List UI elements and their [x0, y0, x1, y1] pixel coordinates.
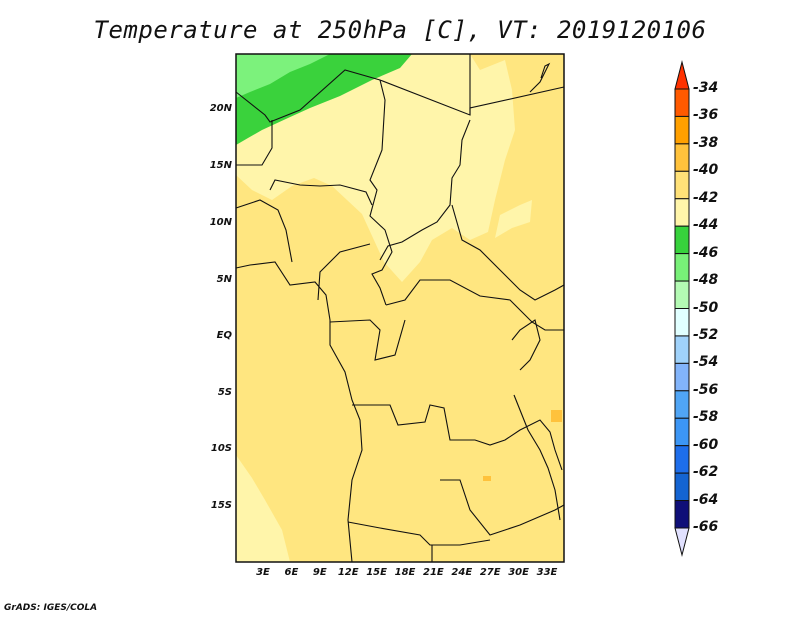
colorbar-tick-label: -54 — [693, 354, 719, 371]
colorbar-swatch — [674, 253, 690, 282]
lon-tick-label: 24E — [451, 567, 473, 578]
lon-tick-label: 6E — [284, 567, 299, 578]
field-patch-38-40 — [551, 410, 562, 422]
lat-tick-label: 20N — [209, 103, 232, 114]
colorbar-swatch — [674, 280, 690, 309]
colorbar-swatch — [674, 198, 690, 227]
colorbar-tick-label: -60 — [693, 436, 719, 453]
lat-tick-label: 5S — [217, 387, 232, 398]
colorbar-tick-label: -36 — [693, 107, 719, 124]
lat-tick-label: 5N — [216, 274, 232, 285]
colorbar-swatch — [674, 308, 690, 337]
lon-tick-label: 15E — [366, 567, 387, 578]
colorbar-tick-label: -58 — [693, 409, 719, 426]
lon-tick-label: 21E — [423, 567, 444, 578]
lon-tick-label: 12E — [337, 567, 359, 578]
field-region-42-44 — [236, 54, 515, 282]
colorbar-tick-label: -40 — [693, 162, 719, 179]
lon-tick-label: 18E — [394, 567, 416, 578]
colorbar-swatch — [674, 390, 690, 419]
field-patch-38-40 — [483, 476, 491, 481]
map-frame — [235, 53, 565, 563]
colorbar-tick-label: -44 — [693, 217, 719, 234]
colorbar-tick-label: -56 — [693, 381, 719, 398]
colorbar-swatch — [674, 472, 690, 502]
colorbar-swatch — [674, 335, 690, 364]
country-borders — [235, 54, 565, 563]
lon-tick-label: 9E — [312, 567, 327, 578]
colorbar-under-triangle — [674, 527, 690, 557]
colorbar-tick-label: -50 — [693, 299, 719, 316]
colorbar — [674, 60, 690, 557]
colorbar-tick-label: -38 — [693, 134, 719, 151]
colorbar-swatch — [674, 225, 690, 255]
colorbar-swatch — [674, 445, 690, 474]
lat-tick-label: EQ — [216, 330, 232, 341]
chart-title: Temperature at 250hPa [C], VT: 201912010… — [93, 16, 707, 44]
grads-credit: GrADS: IGES/COLA — [4, 603, 98, 613]
colorbar-tick-label: -64 — [693, 491, 719, 508]
colorbar-tick-label: -34 — [693, 80, 719, 96]
colorbar-tick-label: -42 — [693, 189, 719, 206]
colorbar-tick-label: -66 — [693, 519, 719, 535]
colorbar-swatch — [674, 143, 690, 172]
colorbar-over-triangle — [674, 60, 690, 90]
field-region-42-44-east — [495, 200, 532, 238]
lat-tick-label: 15N — [209, 160, 232, 171]
colorbar-tick-label: -52 — [693, 326, 719, 343]
colorbar-swatch — [674, 417, 690, 447]
lat-tick-label: 10S — [210, 443, 232, 454]
colorbar-swatch — [674, 170, 690, 200]
colorbar-tick-label: -48 — [693, 272, 719, 289]
lon-tick-label: 30E — [508, 567, 529, 578]
lon-tick-label: 3E — [256, 567, 270, 578]
field-region-42-44-sw — [236, 455, 290, 562]
colorbar-swatch — [674, 115, 690, 145]
colorbar-tick-label: -62 — [693, 464, 719, 481]
lat-tick-label: 10N — [209, 217, 232, 228]
colorbar-swatch — [674, 88, 690, 117]
colorbar-swatch — [674, 362, 690, 392]
lat-tick-label: 15S — [210, 500, 232, 511]
colorbar-swatch — [674, 500, 690, 529]
lon-tick-label: 27E — [479, 567, 501, 578]
colorbar-tick-label: -46 — [693, 244, 719, 261]
field-region-46-48 — [236, 54, 330, 98]
lon-tick-label: 33E — [536, 567, 558, 578]
